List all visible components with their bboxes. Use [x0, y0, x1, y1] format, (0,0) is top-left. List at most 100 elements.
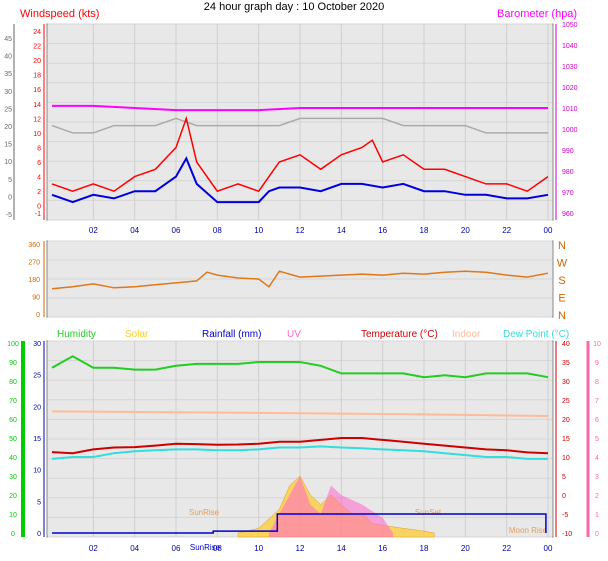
x-tick-label: 04: [130, 226, 139, 235]
wind-gust-line: [51, 156, 549, 204]
x-tick-label: 06: [172, 544, 181, 553]
grey-series-line: [51, 117, 548, 134]
rain-tick-label: 30: [33, 341, 41, 348]
wind-outer-tick-label: 0: [8, 194, 12, 201]
temp-tick-label: 10: [562, 455, 570, 462]
x-tick-label: 12: [296, 226, 305, 235]
sunset-label: SunSet: [415, 508, 442, 517]
uv-area: [269, 476, 393, 537]
wind-tick-label: 0: [37, 204, 41, 211]
legend-item: Indoor: [452, 329, 481, 340]
wind-outer-tick-label: 40: [4, 54, 12, 61]
wind-tick-label: 6: [37, 160, 41, 167]
wind-tick-label: 14: [33, 102, 41, 109]
wind-outer-tick-label: 5: [8, 177, 12, 184]
x-tick-label: 12: [296, 544, 305, 553]
uv-tick-label: 3: [595, 474, 599, 481]
uv-tick-label: 9: [595, 360, 599, 367]
direction-tick-label: 0: [36, 312, 40, 319]
wind-tick-label: 2: [37, 189, 41, 196]
wind-outer-tick-label: 15: [4, 142, 12, 149]
compass-label: N: [558, 240, 566, 252]
rain-tick-label: 15: [33, 436, 41, 443]
humidity-tick-label: 10: [9, 512, 17, 519]
temp-tick-label: 40: [562, 341, 570, 348]
compass-label: S: [558, 275, 565, 287]
baro-tick-label: 1040: [562, 43, 578, 50]
wind-tick-label: 12: [33, 116, 41, 123]
legend-item: Rainfall (mm): [202, 329, 261, 340]
humidity-tick-label: 90: [9, 360, 17, 367]
x-tick-label: 00: [544, 226, 553, 235]
humidity-tick-label: 60: [9, 417, 17, 424]
legend-item: Humidity: [57, 329, 96, 340]
x-tick-label: 20: [461, 544, 470, 553]
x-tick-label: 14: [337, 226, 346, 235]
x-tick-label: 16: [378, 226, 387, 235]
direction-tick-label: 270: [28, 260, 40, 267]
x-tick-label: 04: [130, 544, 139, 553]
moon-rise-label: Moon Rise: [509, 526, 548, 535]
legend-item: UV: [287, 329, 301, 340]
temp-tick-label: -10: [562, 531, 572, 538]
wind-direction-line: [51, 270, 549, 290]
humidity-tick-label: 100: [7, 341, 19, 348]
x-tick-label: 10: [254, 226, 263, 235]
baro-tick-label: 970: [562, 190, 574, 197]
wind-outer-tick-label: 25: [4, 106, 12, 113]
baro-tick-label: 1010: [562, 106, 578, 113]
humidity-tick-label: 40: [9, 455, 17, 462]
rain-tick-label: 0: [37, 531, 41, 538]
chart-title: 24 hour graph day : 10 October 2020: [204, 1, 384, 13]
wind-tick-label: -1: [35, 211, 41, 218]
x-tick-label: 18: [420, 226, 429, 235]
wind-outer-tick-label: 30: [4, 89, 12, 96]
legend-windspeed: Windspeed (kts): [20, 8, 99, 20]
indoor-line: [51, 410, 549, 417]
wind-outer-tick-label: 35: [4, 71, 12, 78]
wind-tick-label: 8: [37, 145, 41, 152]
uv-tick-label: 10: [593, 341, 601, 348]
humidity-tick-label: 50: [9, 436, 17, 443]
x-tick-label: 18: [420, 544, 429, 553]
legend-item: Temperature (°C): [361, 329, 438, 340]
wind-tick-label: 24: [33, 29, 41, 36]
wind-outer-tick-label: 45: [4, 36, 12, 43]
uv-tick-label: 1: [595, 512, 599, 519]
baro-tick-label: 990: [562, 148, 574, 155]
uv-tick-label: 8: [595, 379, 599, 386]
wind-tick-label: 10: [33, 131, 41, 138]
direction-tick-label: 360: [28, 242, 40, 249]
temp-tick-label: 20: [562, 417, 570, 424]
x-tick-label: 02: [89, 544, 98, 553]
wind-outer-tick-label: 10: [4, 159, 12, 166]
barometer-line: [52, 104, 548, 112]
sunrise-label: SunRise: [189, 508, 220, 517]
x-tick-label: 06: [172, 226, 181, 235]
rain-tick-label: 5: [37, 499, 41, 506]
baro-tick-label: 980: [562, 169, 574, 176]
x-tick-label: 16: [378, 544, 387, 553]
compass-label: W: [557, 258, 568, 270]
baro-tick-label: 1030: [562, 64, 578, 71]
temp-tick-label: -5: [562, 512, 568, 519]
humidity-tick-label: 30: [9, 474, 17, 481]
compass-label: N: [558, 310, 566, 322]
uv-tick-label: 4: [595, 455, 599, 462]
temp-tick-label: 5: [562, 474, 566, 481]
wind-outer-tick-label: -5: [6, 212, 12, 219]
wind-tick-label: 18: [33, 73, 41, 80]
temp-tick-label: 25: [562, 398, 570, 405]
legend-barometer: Barometer (hpa): [497, 8, 577, 20]
compass-label: E: [558, 293, 565, 305]
x-tick-label: 22: [502, 544, 511, 553]
wind-tick-label: 16: [33, 87, 41, 94]
temp-tick-label: 30: [562, 379, 570, 386]
uv-tick-label: 0: [595, 531, 599, 538]
wind-tick-label: 20: [33, 58, 41, 65]
humidity-line: [51, 355, 549, 379]
humidity-tick-label: 20: [9, 493, 17, 500]
direction-tick-label: 90: [32, 295, 40, 302]
x-tick-label: 08: [213, 544, 222, 553]
